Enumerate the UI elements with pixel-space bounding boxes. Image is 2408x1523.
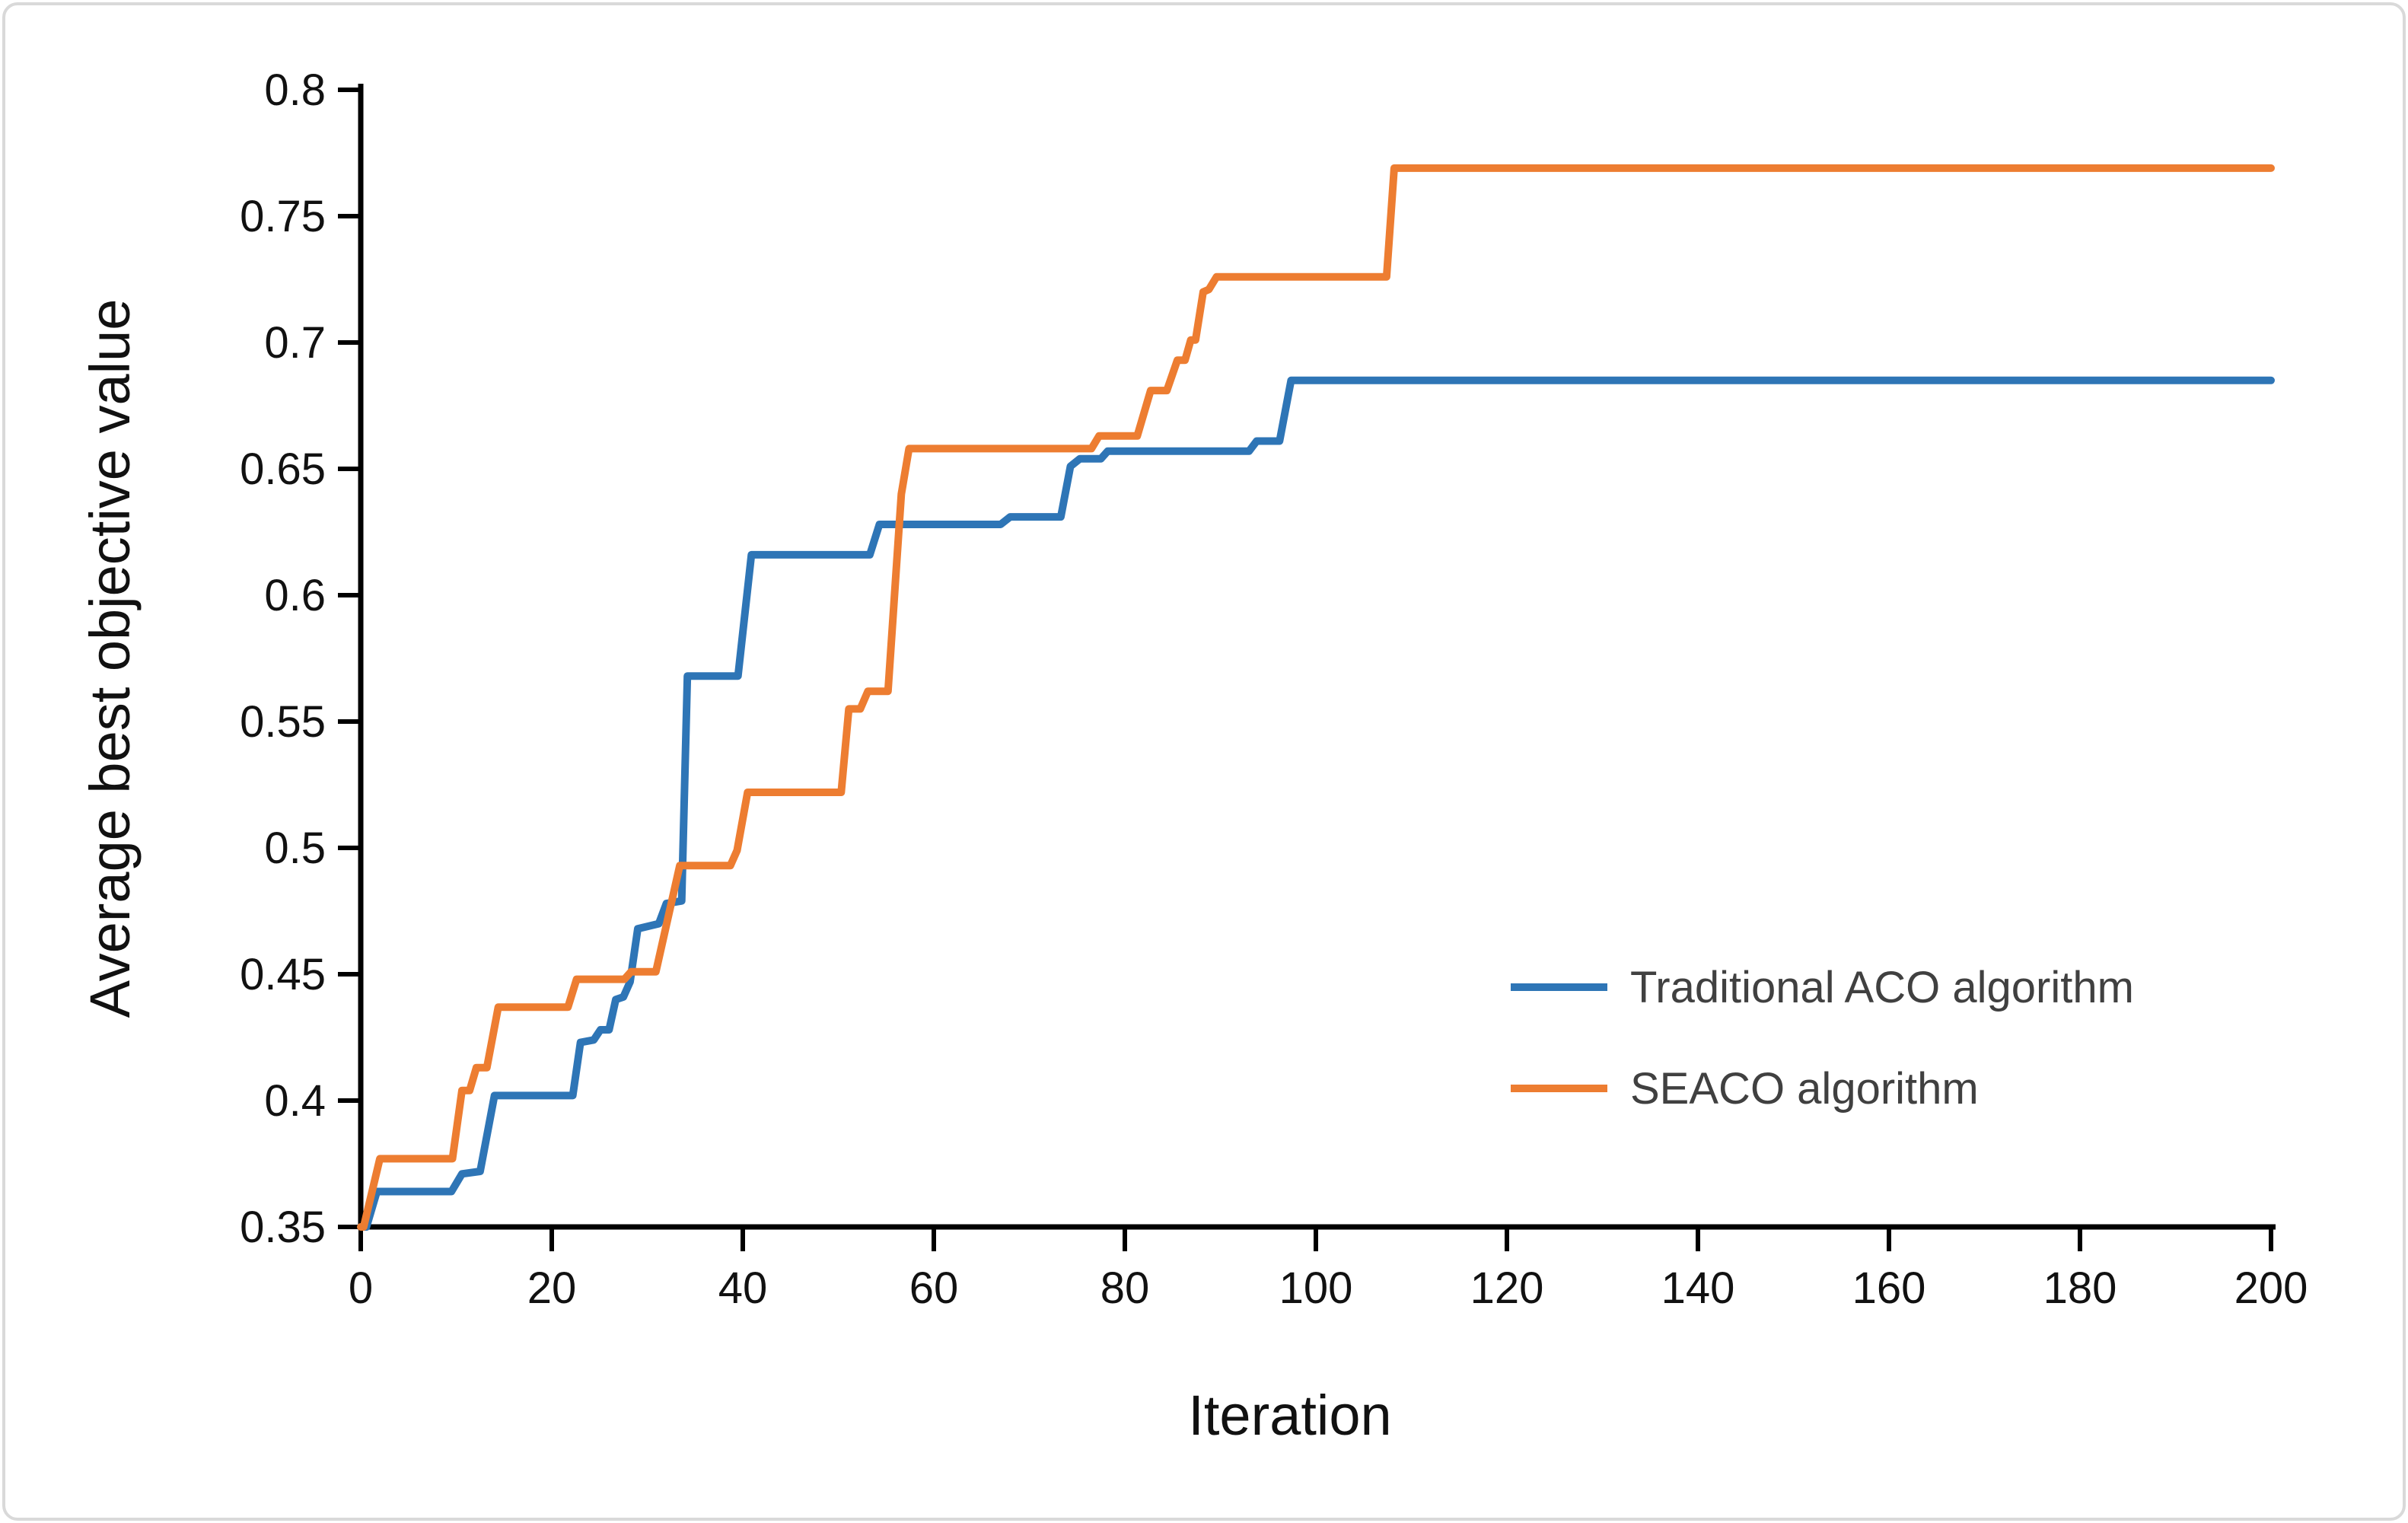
x-tick-label: 40	[718, 1263, 768, 1313]
data-series	[357, 164, 2275, 1231]
y-tick-label: 0.7	[264, 318, 326, 368]
x-tick-label: 200	[2234, 1263, 2308, 1313]
x-tick-label: 180	[2043, 1263, 2117, 1313]
y-tick-label: 0.5	[264, 824, 326, 873]
x-tick-label: 140	[1661, 1263, 1735, 1313]
y-tick-label: 0.6	[264, 571, 326, 620]
y-tick-label: 0.35	[240, 1203, 326, 1252]
x-tick-label: 100	[1279, 1263, 1353, 1313]
y-tick-label: 0.8	[264, 65, 326, 115]
x-tick-label: 160	[1852, 1263, 1926, 1313]
y-tick-label: 0.4	[264, 1076, 326, 1126]
legend: Traditional ACO algorithm SEACO algorith…	[1511, 963, 2134, 1114]
y-tick-label: 0.65	[240, 444, 326, 494]
x-tick-label: 120	[1470, 1263, 1544, 1313]
y-tick-label: 0.55	[240, 697, 326, 747]
x-axis-title: Iteration	[1188, 1384, 1391, 1447]
x-tick-label: 60	[909, 1263, 959, 1313]
legend-label-seaco: SEACO algorithm	[1630, 1064, 1979, 1114]
y-axis-title: Average best objective value	[78, 299, 142, 1018]
y-tick-label: 0.75	[240, 192, 326, 241]
x-tick-label: 80	[1100, 1263, 1150, 1313]
y-tick-label: 0.45	[240, 950, 326, 999]
x-tick-label: 20	[527, 1263, 577, 1313]
series-line-0	[357, 376, 2275, 1231]
y-axis-ticks: 0.35 0.4 0.45 0.5 0.55 0.6 0.65 0.7 0.75 0.8	[240, 65, 361, 1252]
x-axis-ticks: 0 20 40 60 80 100 120 140 160 180 200	[349, 1227, 2308, 1313]
x-tick-label: 0	[349, 1263, 373, 1313]
legend-label-traditional-aco: Traditional ACO algorithm	[1630, 963, 2134, 1012]
series-line-1	[357, 164, 2275, 1231]
